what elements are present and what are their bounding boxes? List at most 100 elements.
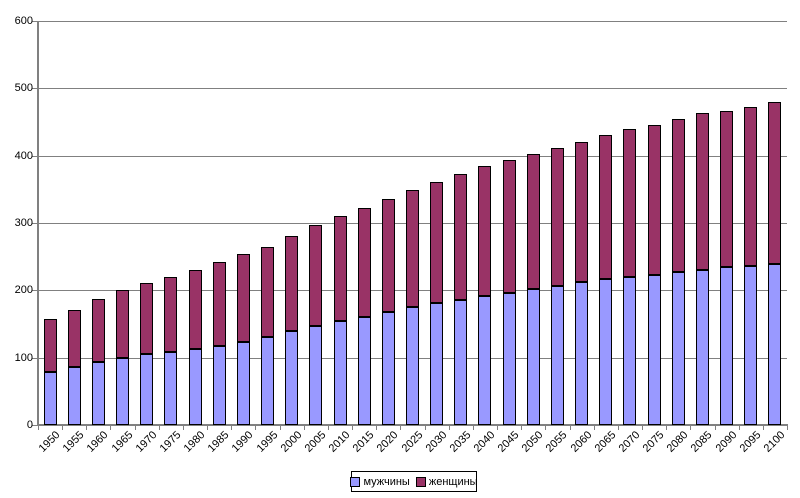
- y-axis-label: 400: [14, 150, 33, 162]
- x-axis-tick: [473, 426, 474, 430]
- legend: мужчины женщины: [350, 471, 478, 492]
- bar-women-1975: [164, 277, 177, 352]
- y-axis-label: 300: [14, 217, 33, 229]
- gridline-500: [38, 88, 787, 89]
- bar-women-2085: [696, 113, 709, 270]
- bar-men-2050: [527, 289, 540, 425]
- bar-women-2035: [454, 174, 467, 300]
- bar-men-2000: [285, 331, 298, 425]
- x-axis-tick: [618, 426, 619, 430]
- bar-men-2100: [768, 264, 781, 425]
- bar-men-1995: [261, 337, 274, 425]
- bar-women-2020: [382, 199, 395, 312]
- bar-men-2045: [503, 293, 516, 425]
- bar-men-2040: [478, 296, 491, 425]
- bar-women-1950: [44, 319, 57, 372]
- bar-men-2085: [696, 270, 709, 425]
- bar-women-2050: [527, 154, 540, 289]
- y-axis-line: [37, 21, 39, 426]
- bar-men-2095: [744, 266, 757, 425]
- x-axis-tick: [352, 426, 353, 430]
- x-axis-tick: [545, 426, 546, 430]
- x-axis-tick: [787, 426, 788, 430]
- bar-men-1960: [92, 362, 105, 425]
- bar-men-2030: [430, 303, 443, 425]
- bar-men-2090: [720, 267, 733, 425]
- bar-women-1955: [68, 310, 81, 367]
- bar-women-2045: [503, 160, 516, 293]
- bar-women-2065: [599, 135, 612, 279]
- y-axis-tick: [32, 21, 38, 22]
- legend-item-women: женщины: [415, 475, 478, 488]
- y-axis-label: 200: [14, 284, 33, 296]
- y-axis-label: 600: [14, 15, 33, 27]
- bar-women-2000: [285, 236, 298, 331]
- bar-women-2060: [575, 142, 588, 282]
- bar-women-1970: [140, 283, 153, 354]
- gridline-600: [38, 21, 787, 22]
- bar-women-1995: [261, 247, 274, 337]
- legend-swatch-men: [350, 476, 361, 487]
- bar-men-2015: [358, 317, 371, 425]
- bar-women-2005: [309, 225, 322, 326]
- bar-women-2025: [406, 190, 419, 307]
- x-axis-tick: [425, 426, 426, 430]
- bar-women-2095: [744, 107, 757, 266]
- x-axis-tick: [110, 426, 111, 430]
- bar-women-2040: [478, 166, 491, 296]
- x-axis-tick: [715, 426, 716, 430]
- x-axis-tick: [739, 426, 740, 430]
- bar-women-2010: [334, 216, 347, 321]
- x-axis-tick: [521, 426, 522, 430]
- bar-men-2070: [623, 277, 636, 425]
- x-axis-tick: [231, 426, 232, 430]
- y-axis-tick: [32, 223, 38, 224]
- bar-men-2025: [406, 307, 419, 425]
- bar-women-1965: [116, 290, 129, 358]
- legend-label-women: женщины: [428, 475, 478, 488]
- x-axis-tick: [690, 426, 691, 430]
- x-axis-line: [37, 424, 788, 426]
- bar-women-2075: [648, 125, 661, 275]
- x-axis-tick: [594, 426, 595, 430]
- y-axis-tick: [32, 290, 38, 291]
- x-axis-tick: [642, 426, 643, 430]
- x-axis-tick: [280, 426, 281, 430]
- y-axis-tick: [32, 425, 38, 426]
- bar-men-1955: [68, 367, 81, 425]
- x-axis-tick: [86, 426, 87, 430]
- bar-men-2005: [309, 326, 322, 425]
- bar-men-2075: [648, 275, 661, 425]
- bar-men-2055: [551, 286, 564, 425]
- bar-men-1990: [237, 342, 250, 425]
- bar-men-1950: [44, 372, 57, 425]
- bar-men-1985: [213, 346, 226, 425]
- x-axis-tick: [449, 426, 450, 430]
- bar-women-1990: [237, 254, 250, 342]
- bar-men-1975: [164, 352, 177, 425]
- gridline-400: [38, 156, 787, 157]
- x-axis-tick: [38, 426, 39, 430]
- x-axis-tick: [763, 426, 764, 430]
- x-axis-tick: [183, 426, 184, 430]
- x-axis-tick: [570, 426, 571, 430]
- y-axis-label: 0: [26, 419, 33, 431]
- x-axis-tick: [304, 426, 305, 430]
- bar-men-1980: [189, 349, 202, 425]
- x-axis-tick: [62, 426, 63, 430]
- x-axis-tick: [666, 426, 667, 430]
- legend-swatch-women: [415, 476, 426, 487]
- x-axis-tick: [255, 426, 256, 430]
- bar-women-2070: [623, 129, 636, 277]
- bar-men-1965: [116, 358, 129, 425]
- bar-men-2010: [334, 321, 347, 425]
- x-axis-tick: [135, 426, 136, 430]
- x-axis-tick: [376, 426, 377, 430]
- x-axis-tick: [328, 426, 329, 430]
- x-axis-tick: [400, 426, 401, 430]
- y-axis-label: 100: [14, 352, 33, 364]
- y-axis-tick: [32, 156, 38, 157]
- bar-men-2065: [599, 279, 612, 425]
- bar-women-2030: [430, 182, 443, 303]
